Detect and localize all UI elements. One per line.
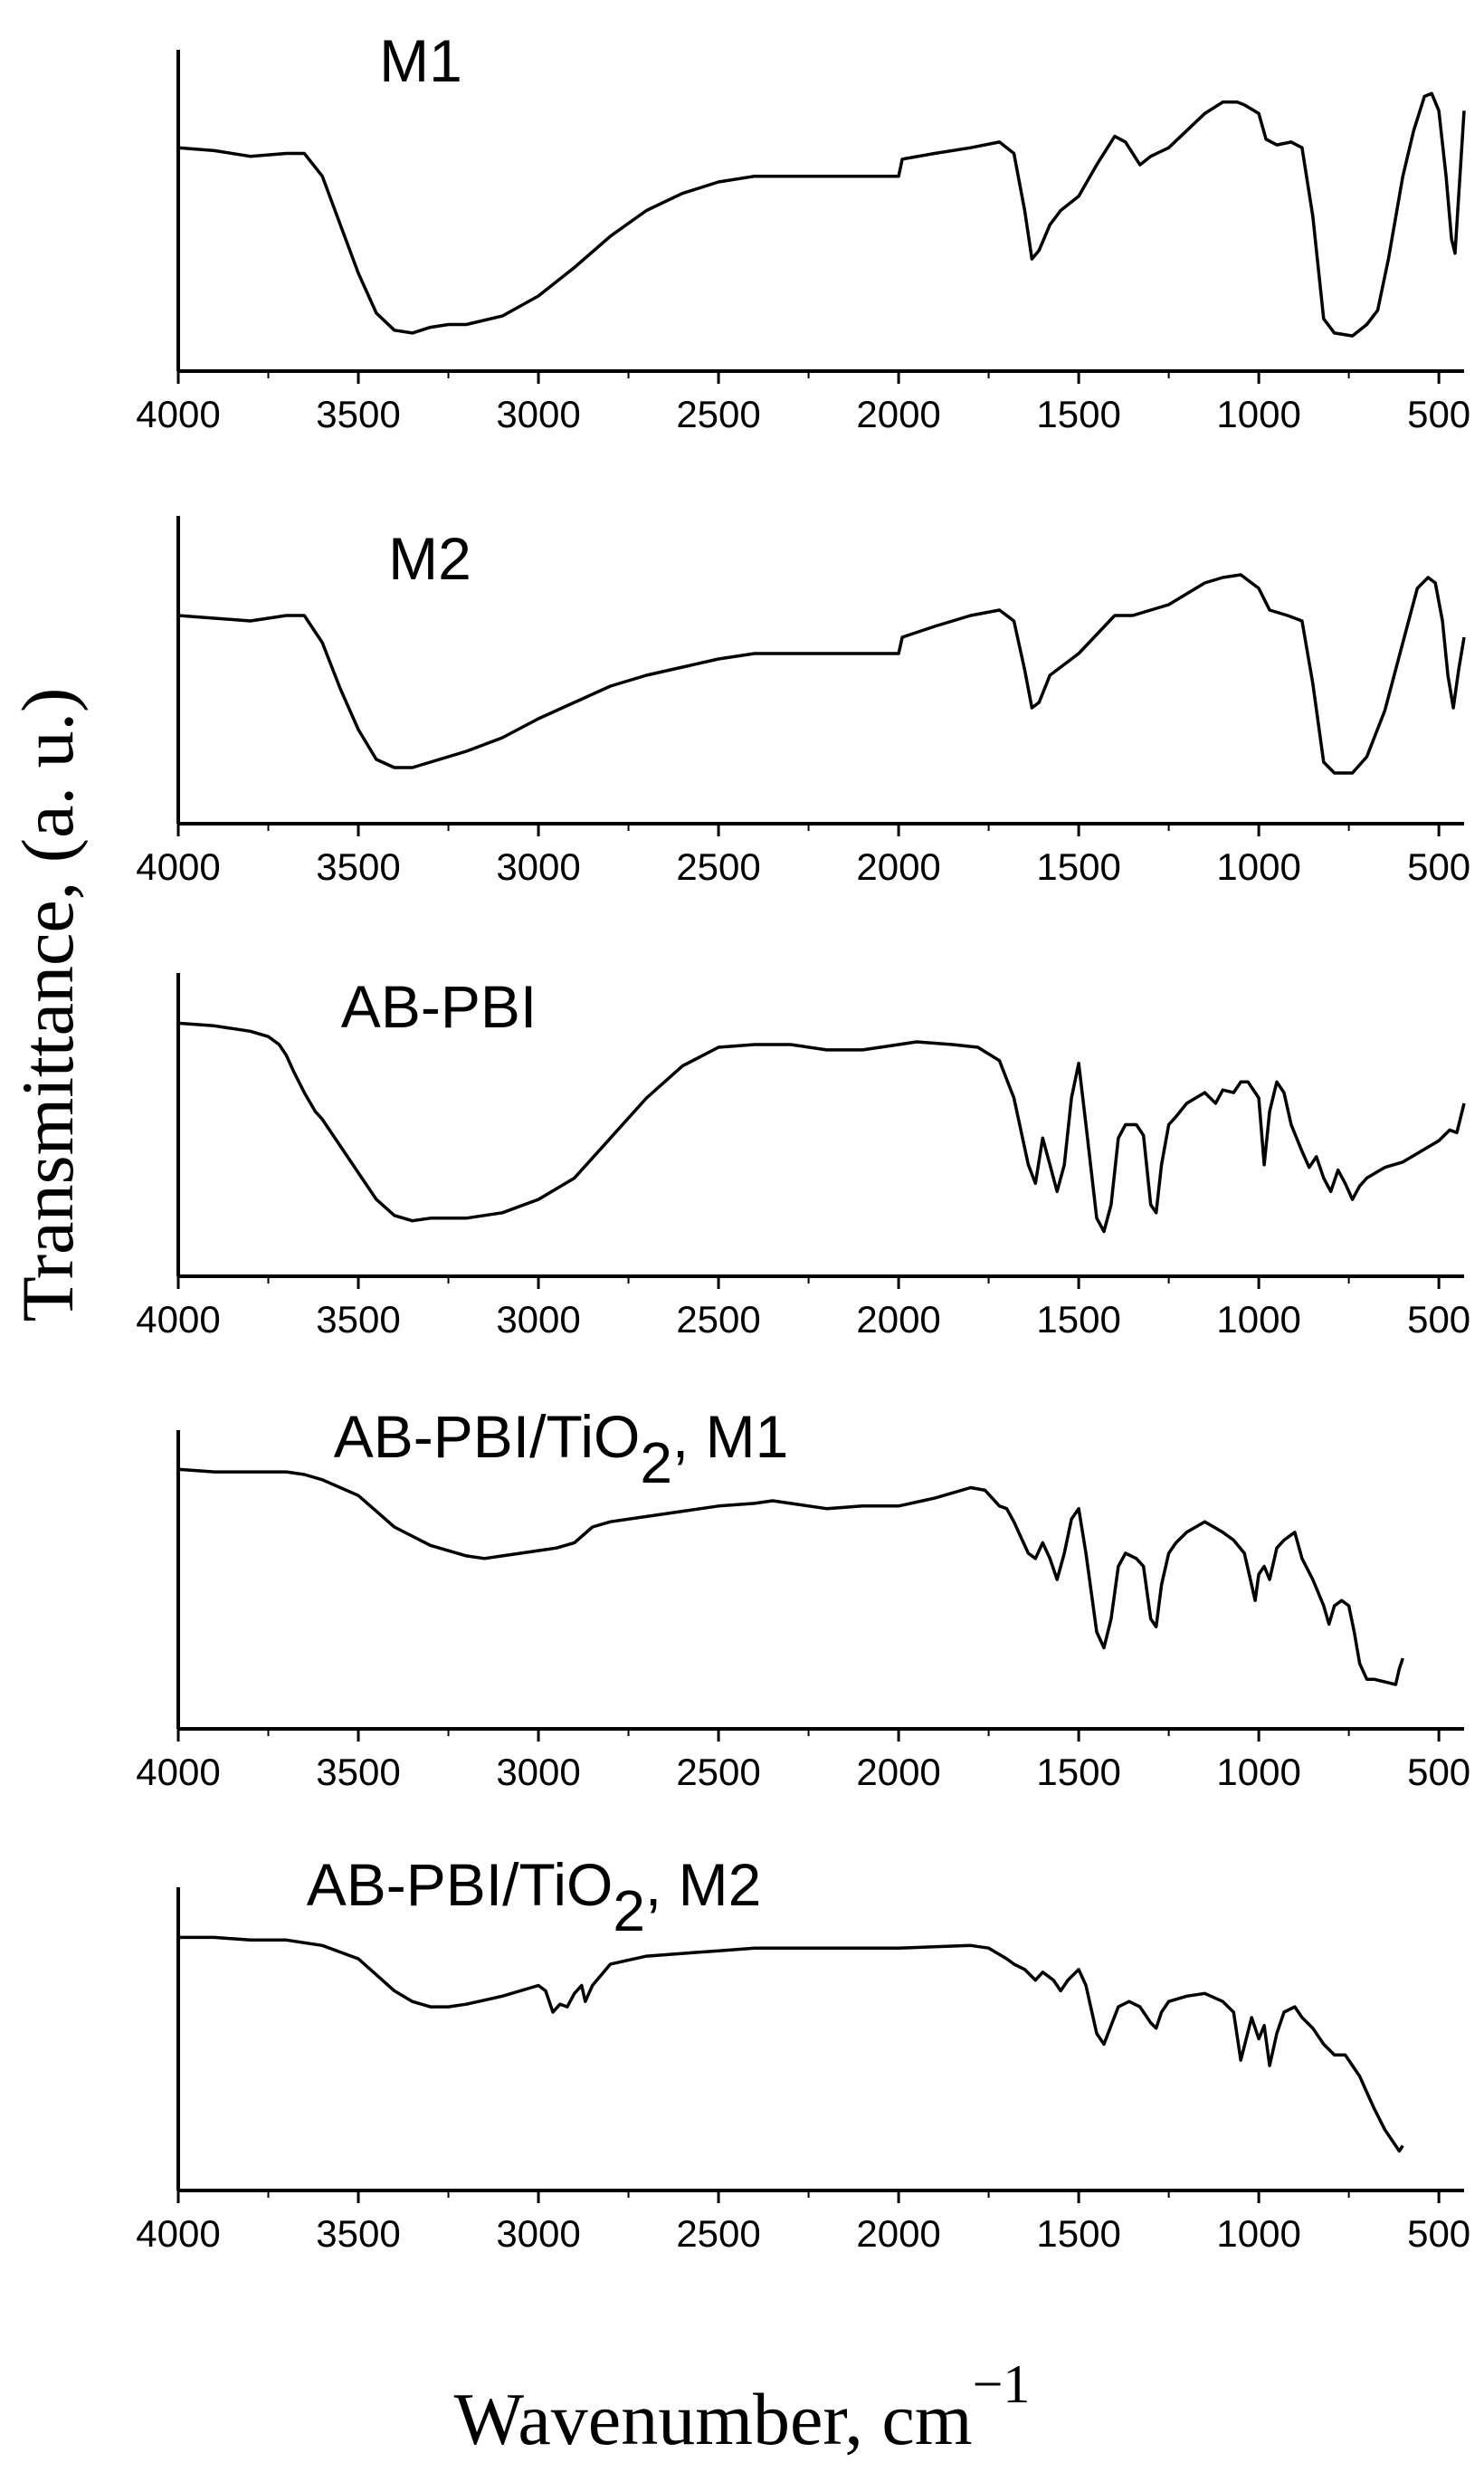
panel-5-x-tick-label: 3500 — [316, 2212, 400, 2255]
panel-4-title-suffix: , M1 — [672, 1403, 788, 1470]
panel-4-x-tick-label: 1500 — [1036, 1751, 1120, 1793]
panel-4-x-tick-label: 3000 — [496, 1751, 580, 1793]
panel-5-x-tick-label: 2500 — [676, 2212, 760, 2255]
panel-1-spectrum-line — [177, 91, 1466, 338]
panel-2-title: M2 — [388, 525, 471, 592]
panel-2-x-tick-label: 3500 — [316, 845, 400, 888]
panel-5: 4000 3500 3000 2500 2000 1500 1000 500 AB-PBI/Ti… — [136, 1851, 1470, 2255]
panel-5-spectrum-line — [178, 1935, 1404, 2153]
panel-4-x-tick-label: 2000 — [856, 1751, 940, 1793]
panel-1-x-tick-label: 4000 — [136, 393, 220, 435]
panel-3-x-tick-label: 1000 — [1216, 1298, 1300, 1341]
panel-2-x-tick-label: 1000 — [1216, 845, 1300, 888]
panel-5-title: AB-PBI/TiO2, M2 — [307, 1851, 762, 1943]
panel-2-x-tick-label: 1500 — [1036, 845, 1120, 888]
panel-1-x-tick-label: 2500 — [676, 393, 760, 435]
panel-1-x-tick-label: 500 — [1407, 393, 1470, 435]
panel-3-x-tick-label: 3500 — [316, 1298, 400, 1341]
panel-1-x-tick-label: 3000 — [496, 393, 580, 435]
panel-4-x-tick-label: 1000 — [1216, 1751, 1300, 1793]
panel-1: 4000 3500 3000 2500 2000 1500 1000 500 M1 — [136, 27, 1470, 435]
panel-3-title: AB-PBI — [341, 973, 537, 1040]
panel-4-title-subscript: 2 — [640, 1430, 672, 1495]
x-axis-title: Wavenumber, cm−1 — [454, 2354, 1031, 2460]
panel-4-x-tick-label: 2500 — [676, 1751, 760, 1793]
panel-5-x-tick-label: 1000 — [1216, 2212, 1300, 2255]
panel-3: 4000 3500 3000 2500 2000 1500 1000 500 AB-PBI — [136, 973, 1470, 1341]
panel-1-x-tick-label: 2000 — [856, 393, 940, 435]
panel-4-title: AB-PBI/TiO2, M1 — [334, 1403, 789, 1495]
panel-5-x-tick-label: 1500 — [1036, 2212, 1120, 2255]
y-axis-title: Transmittance, (a. u.) — [6, 688, 89, 1322]
panel-1-title: M1 — [379, 27, 462, 94]
panel-5-title-text: AB-PBI/TiO — [307, 1851, 614, 1918]
x-axis-title-superscript: −1 — [973, 2354, 1031, 2414]
panel-2-title-text: M2 — [388, 525, 471, 592]
panel-5-x-tick-label: 4000 — [136, 2212, 220, 2255]
panel-3-x-tick-label: 1500 — [1036, 1298, 1120, 1341]
x-axis-title-text: Wavenumber, cm — [454, 2378, 973, 2460]
panel-4: 4000 3500 3000 2500 2000 1500 1000 500 AB-PBI/Ti… — [136, 1403, 1470, 1793]
panel-1-x-tick-label: 1500 — [1036, 393, 1120, 435]
panel-1-title-text: M1 — [379, 27, 462, 94]
panel-5-title-subscript: 2 — [613, 1878, 645, 1943]
panel-1-x-tick-label: 3500 — [316, 393, 400, 435]
panel-4-x-tick-label: 3500 — [316, 1751, 400, 1793]
panel-4-spectrum-line — [177, 1467, 1404, 1686]
panel-4-x-tick-label: 500 — [1407, 1751, 1470, 1793]
panel-2-x-tick-label: 4000 — [136, 845, 220, 888]
panel-3-spectrum-line — [177, 1021, 1466, 1234]
panel-3-x-tick-label: 3000 — [496, 1298, 580, 1341]
panel-5-x-tick-label: 3000 — [496, 2212, 580, 2255]
panel-3-x-tick-label: 4000 — [136, 1298, 220, 1341]
panel-2-x-tick-label: 3000 — [496, 845, 580, 888]
panel-2-x-tick-label: 2500 — [676, 845, 760, 888]
panel-2-x-tick-label: 500 — [1407, 845, 1470, 888]
panel-2: 4000 3500 3000 2500 2000 1500 1000 500 M2 — [136, 516, 1470, 888]
panel-5-x-tick-label: 2000 — [856, 2212, 940, 2255]
panel-5-title-suffix: , M2 — [645, 1851, 761, 1918]
panel-2-spectrum-line — [177, 573, 1466, 775]
panel-4-x-tick-label: 4000 — [136, 1751, 220, 1793]
panel-3-x-tick-label: 2000 — [856, 1298, 940, 1341]
panel-3-x-tick-label: 500 — [1407, 1298, 1470, 1341]
panel-1-x-tick-label: 1000 — [1216, 393, 1300, 435]
panel-2-x-tick-label: 2000 — [856, 845, 940, 888]
panel-3-x-tick-label: 2500 — [676, 1298, 760, 1341]
panel-5-x-tick-label: 500 — [1407, 2212, 1470, 2255]
panel-3-title-text: AB-PBI — [341, 973, 537, 1040]
panel-4-title-text: AB-PBI/TiO — [334, 1403, 641, 1470]
